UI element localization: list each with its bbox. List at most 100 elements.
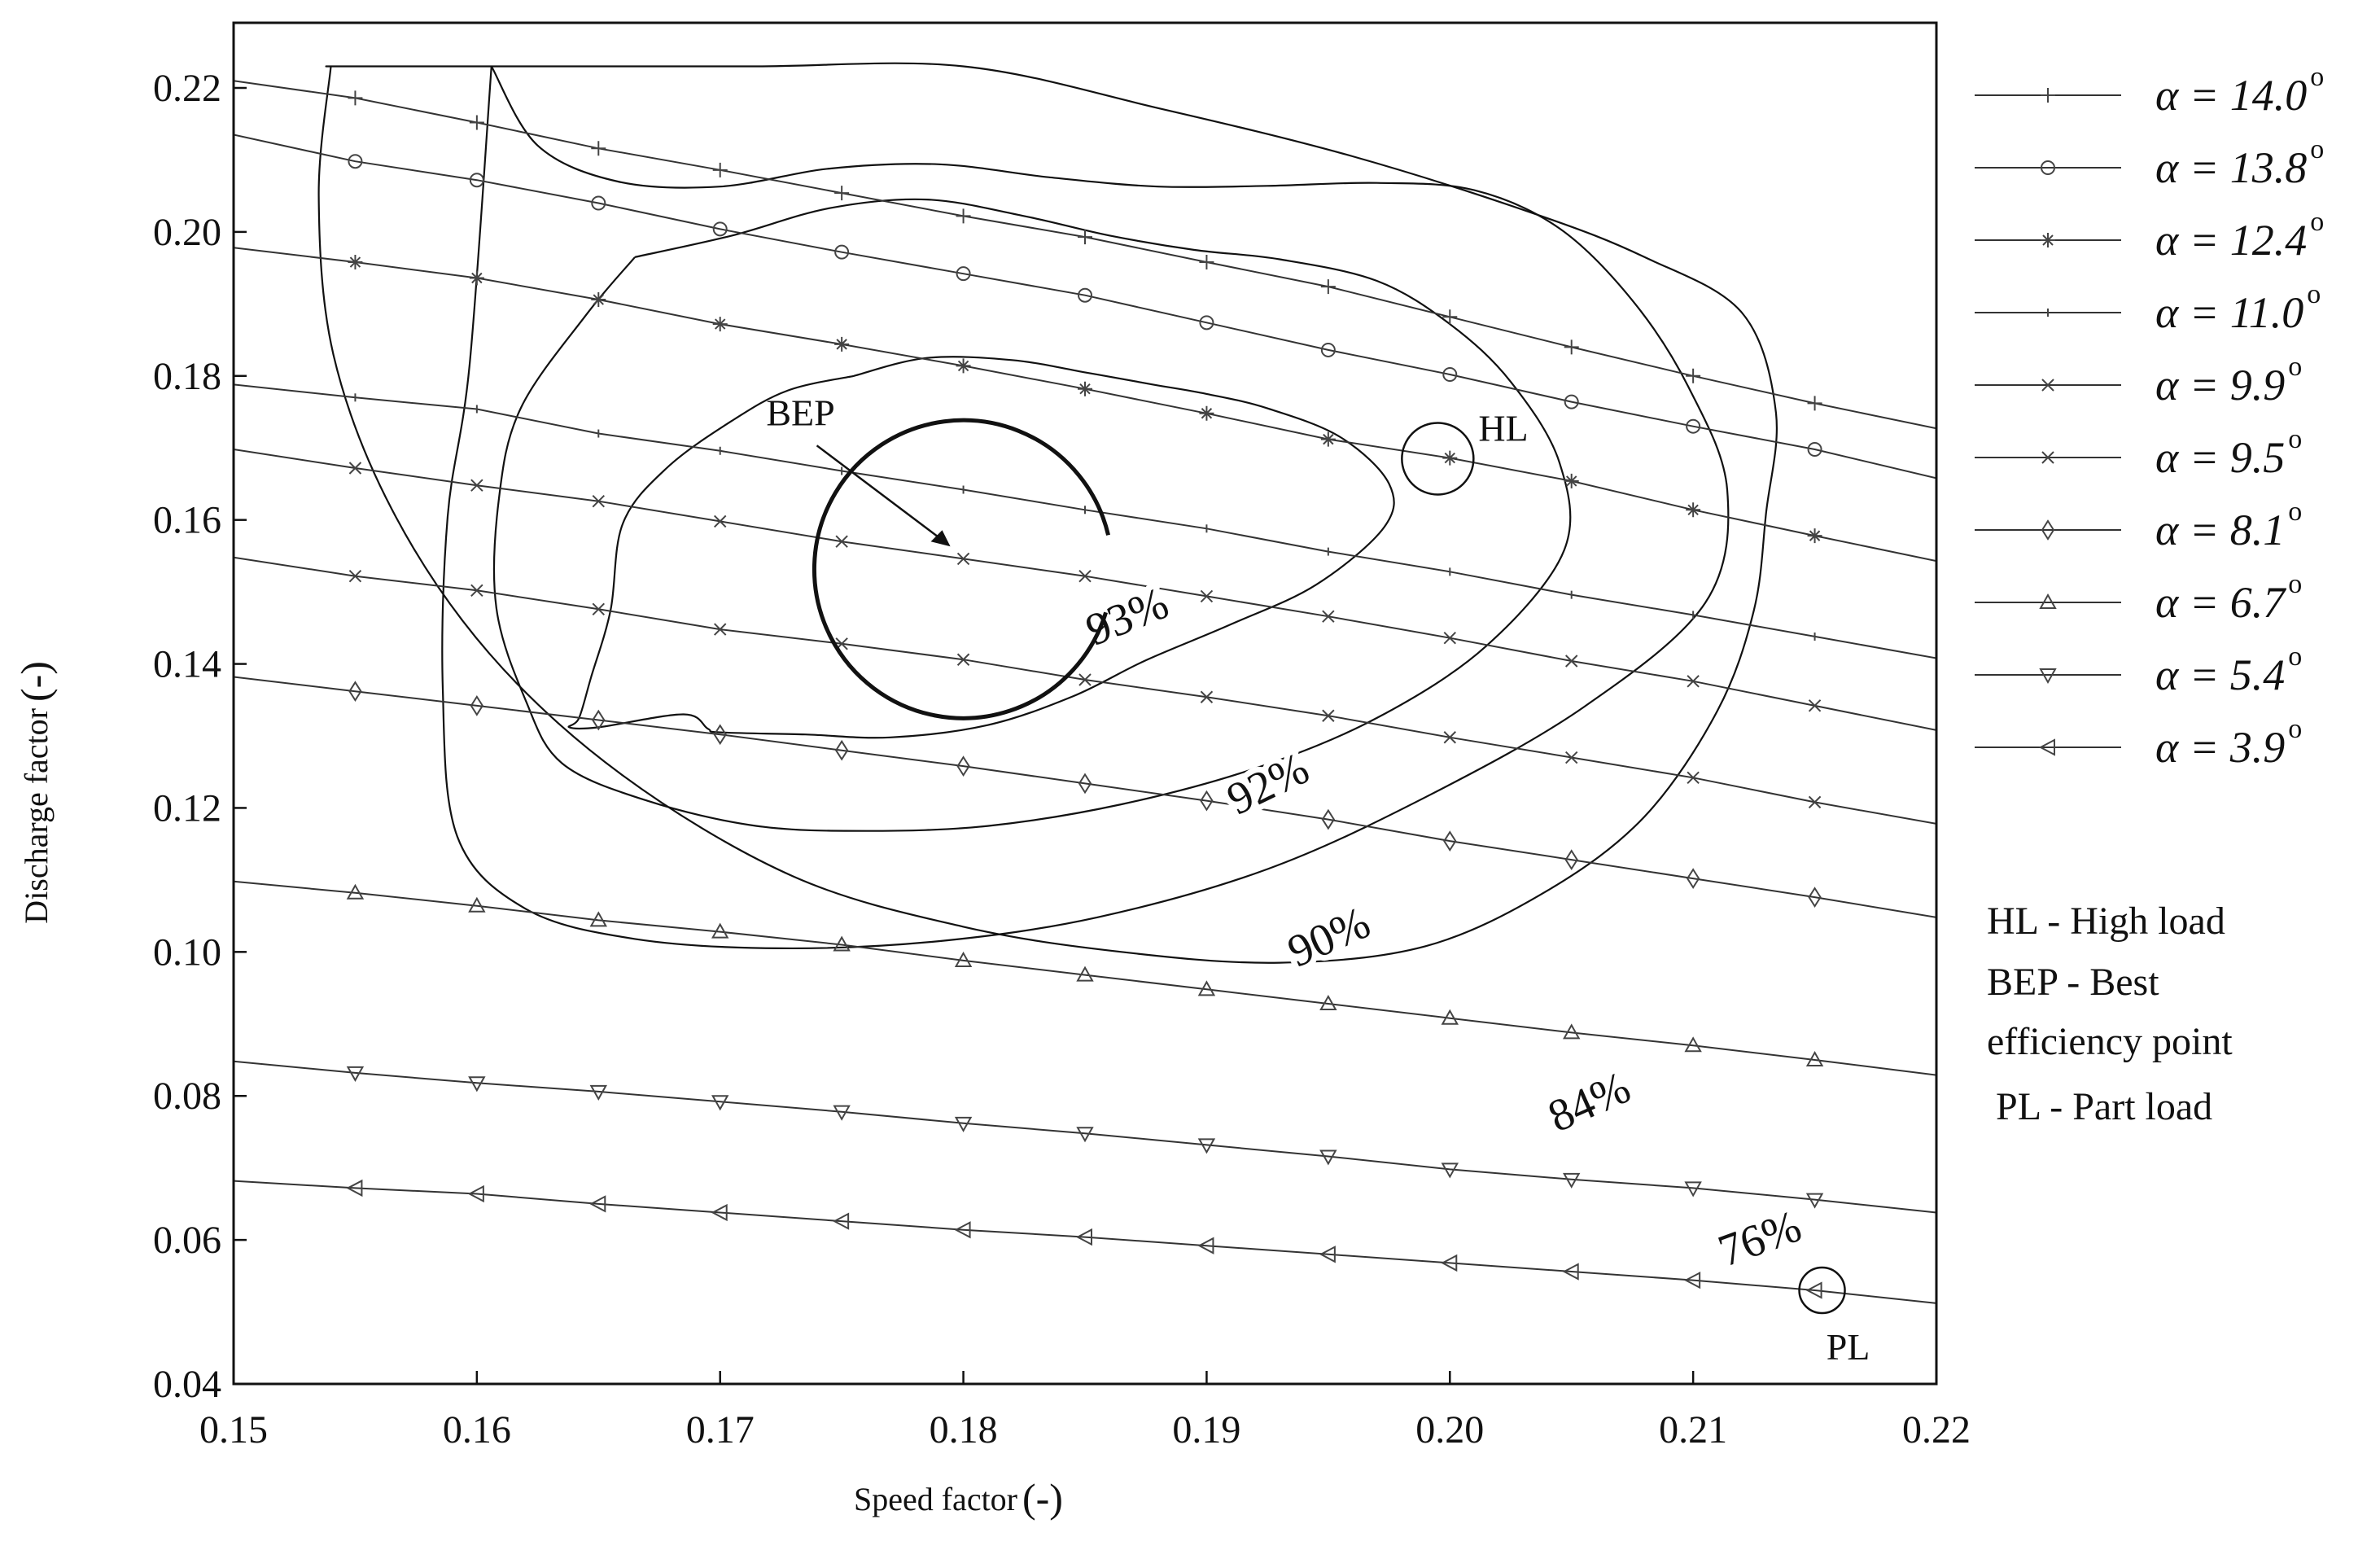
series-7-point: [833, 935, 851, 952]
contour-label-3: 84%: [1541, 1062, 1638, 1142]
series-5-point: [1200, 690, 1214, 703]
contour-92: [492, 198, 1572, 832]
series-9-point: [954, 1221, 971, 1239]
series-2-point: [1686, 502, 1701, 518]
bep-arrow: [816, 444, 950, 546]
series-2-point: [834, 336, 850, 352]
series-5-point: [1322, 709, 1335, 722]
series-2-point: [591, 292, 606, 308]
contour-88: [317, 62, 1778, 964]
contour-label-2: 90%: [1280, 897, 1377, 977]
series-1-point: [1807, 441, 1822, 457]
contour-label-4: 76%: [1712, 1201, 1808, 1276]
legend-notes: HL - High load BEP - Best efficiency point…: [1987, 900, 2233, 1128]
series-5-point: [1687, 771, 1700, 785]
y-tick-label: 0.18: [153, 355, 221, 398]
x-axis-label: Speed factor: [854, 1481, 1017, 1517]
x-tick-label: 0.18: [930, 1408, 998, 1451]
bep-label: BEP: [766, 392, 834, 433]
x-tick-label: 0.22: [1902, 1408, 1971, 1451]
legend-marker-7: [2039, 593, 2057, 609]
series-6-point: [834, 739, 849, 761]
bep-arrowhead: [930, 530, 951, 547]
series-4-point: [1443, 632, 1456, 645]
series-8-point: [468, 1076, 486, 1092]
y-tick-label: 0.14: [153, 643, 221, 686]
series-6-point: [1686, 868, 1700, 889]
series-6-point: [1564, 849, 1578, 870]
series-2-point: [348, 255, 363, 270]
series-8-point: [1197, 1138, 1216, 1154]
y-tick-label: 0.20: [153, 211, 221, 254]
series-4-point: [835, 535, 848, 548]
plot-frame: [232, 21, 1938, 1386]
series-9-point: [833, 1212, 850, 1230]
series-9-point: [1441, 1254, 1458, 1272]
legend-degree-0: o: [2310, 62, 2324, 92]
series-5-point: [348, 569, 362, 583]
contour-label-1: 92%: [1219, 743, 1316, 825]
y-tick-label: 0.06: [153, 1219, 221, 1262]
series-1-point: [1442, 367, 1458, 383]
series-6-point: [1078, 773, 1092, 795]
y-tick-label: 0.10: [153, 930, 221, 974]
series-7-point: [346, 883, 365, 900]
bep-circle: [812, 418, 1111, 720]
legend-label-7: α = 6.7: [2155, 578, 2286, 627]
series-0-point: [1807, 396, 1822, 411]
y-tick-label: 0.22: [153, 67, 221, 110]
legend-degree-9: o: [2288, 714, 2302, 744]
series-5-point: [956, 653, 970, 666]
series-9-point: [1197, 1237, 1214, 1254]
legend-marker-0: [2041, 88, 2055, 103]
legend-marker-1: [2041, 160, 2055, 175]
series-0-point: [834, 186, 850, 201]
series-7-point: [1197, 980, 1216, 996]
series-7-point: [589, 911, 607, 927]
series-2-point: [469, 270, 484, 286]
series-8-point: [346, 1066, 365, 1082]
legend-degree-1: o: [2310, 134, 2324, 164]
series-5-point: [1078, 673, 1092, 686]
series-9-point: [1319, 1246, 1336, 1263]
series-7-point: [1684, 1036, 1702, 1053]
series-9-point: [1805, 1281, 1822, 1299]
series-5-point: [1565, 751, 1578, 764]
hl-circle: [1401, 422, 1475, 496]
series-2-point: [1078, 381, 1092, 396]
series-8-point: [1441, 1162, 1459, 1179]
contour-93: [567, 356, 1395, 739]
series-4-point: [1078, 569, 1092, 583]
series-6-point: [713, 724, 727, 746]
y-tick-label: 0.08: [153, 1075, 221, 1118]
y-axis-label: Discharge factor: [18, 708, 55, 924]
series-8-point: [711, 1095, 729, 1111]
series-1-point: [712, 221, 728, 237]
pl-circle: [1798, 1266, 1846, 1315]
series-8-point: [1805, 1193, 1824, 1209]
series-6-point: [592, 709, 606, 731]
series-line-7: [234, 880, 1936, 1076]
series-8-point: [954, 1116, 973, 1132]
series-1-point: [1564, 394, 1579, 409]
x-axis-ticks: 0.15 0.16 0.17 0.18 0.19 0.20 0.21 0.22: [199, 1371, 1971, 1451]
series-2-point: [956, 358, 971, 374]
series-0-point: [1320, 279, 1336, 295]
series-9-point: [1075, 1228, 1092, 1246]
series-1-point: [1686, 418, 1701, 434]
series-7-point: [468, 896, 486, 913]
series-line-1: [234, 134, 1936, 479]
y-tick-label: 0.12: [153, 786, 221, 830]
x-tick-label: 0.21: [1659, 1408, 1727, 1451]
contour-90: [441, 65, 1730, 950]
series-line-8: [234, 1060, 1936, 1214]
series-2-point: [1564, 473, 1579, 488]
legend-label-6: α = 8.1: [2155, 506, 2285, 554]
series-6-point: [470, 694, 484, 716]
series-1-point: [348, 154, 363, 169]
series-8-point: [1076, 1127, 1094, 1143]
series-0-point: [956, 208, 971, 224]
legend-note-1: BEP - Best: [1987, 961, 2159, 1004]
series-9-point: [1562, 1263, 1579, 1281]
